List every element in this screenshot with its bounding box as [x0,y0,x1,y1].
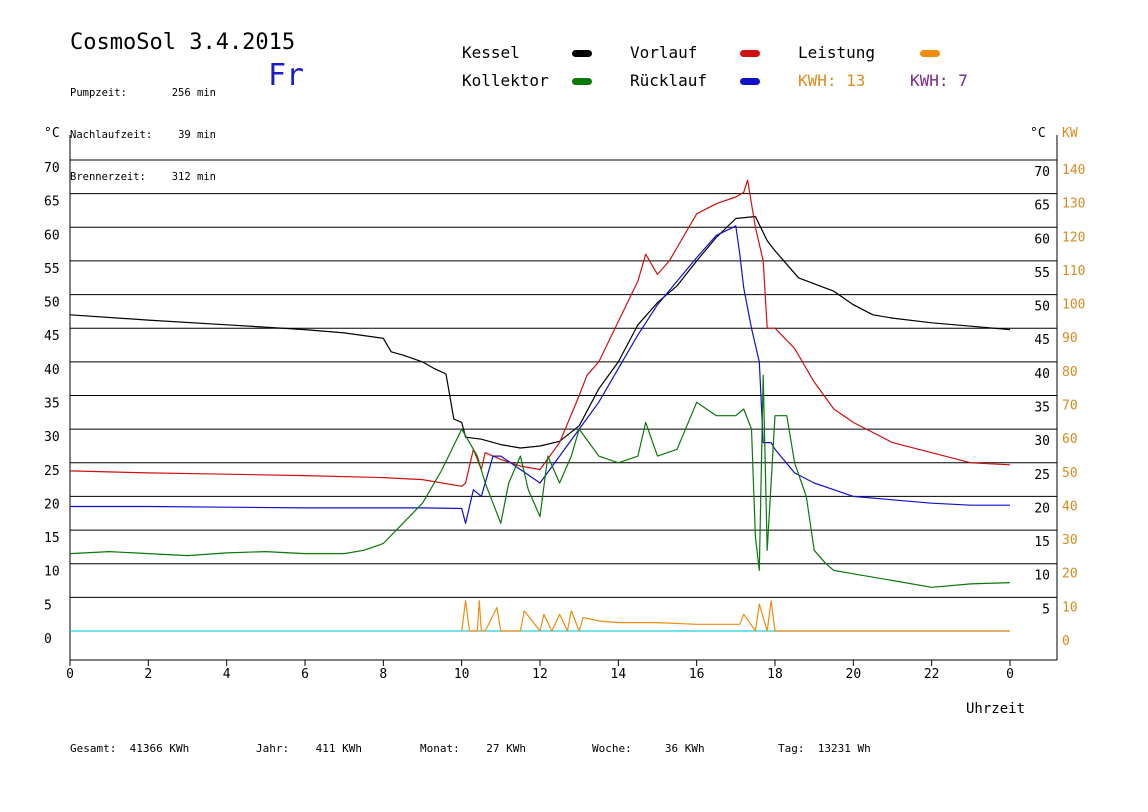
y-tick-label-right-celsius: 35 [1034,401,1050,416]
legend-vorlauf-swatch [740,50,760,57]
y-tick-label-left: 65 [44,195,60,210]
footer-year: Jahr: 411 KWh [256,742,362,755]
series-line-leistung [461,600,1010,632]
legend-kessel-label: Kessel [462,43,520,62]
series-line-kollektor [69,374,1011,588]
y-tick-label-right-celsius: 65 [1034,199,1050,214]
info-block: Pumpzeit: 256 min Nachlaufzeit: 39 min Bre… [70,58,216,198]
x-tick-label: 10 [454,667,470,682]
y-tick-label-right-kw: 70 [1062,399,1078,414]
legend-ruecklauf-swatch [740,78,760,85]
y-tick-label-right-celsius: 60 [1034,232,1050,247]
legend-ruecklauf-label: Rücklauf [630,71,708,90]
y-tick-label-right-celsius: 15 [1034,535,1050,550]
y-tick-label-left: 25 [44,464,60,479]
y-tick-label-right-kw: 140 [1062,163,1085,178]
x-tick-label: 12 [532,667,548,682]
info-brennerzeit: Brennerzeit: 312 min [70,171,216,183]
x-tick-label: 14 [611,667,627,682]
footer-day: Tag: 13231 Wh [778,742,871,755]
y-tick-label-right-celsius: 50 [1034,300,1050,315]
weekday-label: Fr [268,58,305,93]
y-tick-label-right-celsius: 20 [1034,501,1050,516]
footer-month: Monat: 27 KWh [420,742,526,755]
y-tick-label-right-kw: 50 [1062,466,1078,481]
y-tick-label-right-celsius: 40 [1034,367,1050,382]
y-tick-label-right-celsius: 25 [1034,468,1050,483]
x-tick-label: 22 [924,667,940,682]
info-pumpzeit: Pumpzeit: 256 min [70,87,216,99]
footer-total: Gesamt: 41366 KWh [70,742,190,755]
y-tick-label-right-kw: 0 [1062,634,1070,649]
y-tick-label-left: 45 [44,329,60,344]
y-tick-label-right-celsius: 45 [1034,333,1050,348]
series-line-ruecklauf [70,225,1010,524]
y-tick-label-left: 60 [44,228,60,243]
y-tick-label-left: 50 [44,296,60,311]
y-tick-label-left: 70 [44,161,60,176]
x-tick-label: 2 [144,667,152,682]
y-tick-label-right-celsius: 5 [1042,602,1050,617]
y-tick-label-left: 10 [44,565,60,580]
y-tick-label-left: 30 [44,430,60,445]
y-tick-label-right-kw: 40 [1062,499,1078,514]
x-axis-label: Uhrzeit [966,701,1026,717]
x-tick-label: 8 [379,667,387,682]
right-axis-unit-kw: KW [1062,126,1078,141]
y-tick-label-left: 15 [44,531,60,546]
y-tick-label-right-kw: 30 [1062,533,1078,548]
y-tick-label-right-kw: 110 [1062,264,1085,279]
x-tick-label: 20 [846,667,862,682]
x-tick-label: 6 [301,667,309,682]
y-tick-label-right-kw: 10 [1062,600,1078,615]
x-tick-label: 0 [66,667,74,682]
footer-week: Woche: 36 KWh [592,742,705,755]
x-tick-label: 18 [767,667,783,682]
y-tick-label-left: 0 [44,632,52,647]
page-title: CosmoSol 3.4.2015 [70,30,296,55]
series-line-vorlauf [69,179,1011,487]
y-tick-label-right-kw: 90 [1062,331,1078,346]
y-tick-label-right-celsius: 55 [1034,266,1050,281]
legend-kollektor-label: Kollektor [462,71,549,90]
y-tick-label-left: 20 [44,497,60,512]
series-line-kessel [69,215,1011,449]
y-tick-label-left: 5 [44,598,52,613]
y-tick-label-left: 35 [44,397,60,412]
legend-kwh-solar: KWH: 13 [798,71,866,90]
info-nachlaufzeit: Nachlaufzeit: 39 min [70,129,216,141]
y-tick-label-right-celsius: 30 [1034,434,1050,449]
legend-kwh-boiler: KWH: 7 [910,71,968,90]
y-tick-label-left: 40 [44,363,60,378]
y-tick-label-right-kw: 20 [1062,567,1078,582]
right-axis-unit-celsius: °C [1030,126,1046,141]
y-tick-label-right-kw: 60 [1062,432,1078,447]
legend-kollektor-swatch [572,78,592,85]
y-tick-label-right-kw: 120 [1062,230,1085,245]
x-tick-label: 16 [689,667,705,682]
y-tick-label-left: 55 [44,262,60,277]
legend-kessel-swatch [572,50,592,57]
y-tick-label-right-kw: 80 [1062,365,1078,380]
legend-leistung-swatch [920,50,940,57]
left-axis-unit: °C [44,126,60,141]
x-tick-label: 4 [223,667,231,682]
legend-vorlauf-label: Vorlauf [630,43,698,62]
x-tick-label: 0 [1006,667,1014,682]
y-tick-label-right-kw: 100 [1062,298,1085,313]
y-tick-label-right-celsius: 10 [1034,569,1050,584]
legend-leistung-label: Leistung [798,43,876,62]
y-tick-label-right-celsius: 70 [1034,165,1050,180]
y-tick-label-right-kw: 130 [1062,197,1085,212]
